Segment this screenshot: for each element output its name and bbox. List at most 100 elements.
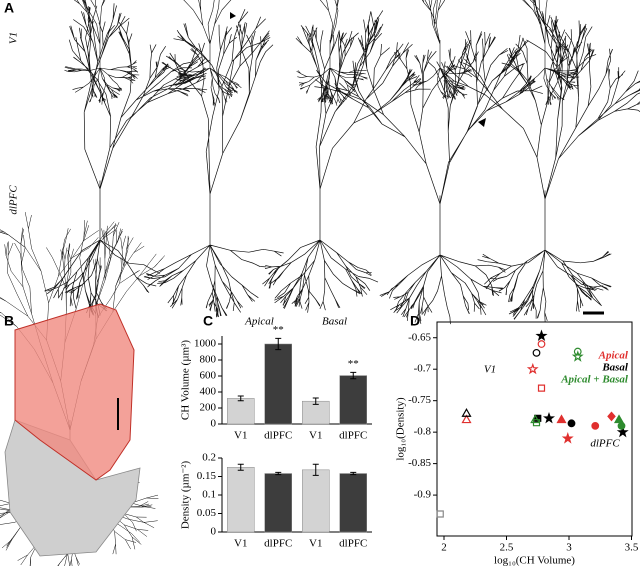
arrowhead xyxy=(478,118,486,127)
y-tick-label: -0.85 xyxy=(408,457,431,469)
point xyxy=(573,347,582,356)
x-axis-title: log₁₀(CH Volume) xyxy=(494,555,575,566)
panel-letter: B xyxy=(4,313,14,329)
legend-entry: Basal xyxy=(601,362,629,374)
point xyxy=(535,329,548,342)
error-bar xyxy=(350,471,357,476)
point xyxy=(526,362,539,375)
point xyxy=(591,421,600,430)
significance: ** xyxy=(273,324,284,336)
x-tick-label: dlPFC xyxy=(339,430,367,442)
bar xyxy=(339,375,367,425)
x-tick-label: 3 xyxy=(566,542,572,554)
y-tick-label: -0.7 xyxy=(414,363,432,375)
y-tick-label: -0.75 xyxy=(408,394,431,406)
error-bar xyxy=(312,397,319,405)
y-tick-label: 0 xyxy=(211,526,217,538)
neuron xyxy=(44,3,210,319)
panel-letter: C xyxy=(203,313,213,329)
y-axis-title: Density (µm⁻²) xyxy=(180,461,192,530)
apical-hull xyxy=(14,303,135,481)
error-bar xyxy=(237,395,244,402)
point xyxy=(556,414,567,424)
y-tick-label: 600 xyxy=(200,370,217,382)
annotation: V1 xyxy=(484,364,496,376)
point xyxy=(613,414,625,424)
neuron xyxy=(443,10,640,322)
x-tick-label: V1 xyxy=(234,430,247,442)
error-bar xyxy=(237,463,244,471)
legend-entry: Apical xyxy=(598,350,629,362)
y-tick-label: 0.2 xyxy=(202,452,216,464)
y-tick-label: 200 xyxy=(200,402,217,414)
panel-letter: D xyxy=(410,313,420,329)
y-tick-label: 0.15 xyxy=(197,470,217,482)
significance: ** xyxy=(348,358,359,370)
row-label: dlPFC xyxy=(8,185,20,215)
error-bar xyxy=(275,337,282,351)
point xyxy=(561,432,574,444)
x-tick-label: 2.5 xyxy=(500,542,514,554)
bar xyxy=(264,473,292,533)
plot-frame xyxy=(436,321,633,537)
y-tick-label: -0.9 xyxy=(414,489,432,501)
bar xyxy=(339,473,367,533)
point xyxy=(537,340,546,348)
neuron xyxy=(64,0,140,105)
x-tick-label: dlPFC xyxy=(339,538,367,550)
neuron xyxy=(262,10,431,313)
point xyxy=(436,510,444,518)
point xyxy=(617,421,626,430)
group-label: Basal xyxy=(322,316,347,328)
y-axis-title: log₁₀(Density) xyxy=(395,397,407,461)
point xyxy=(461,414,472,424)
point xyxy=(532,348,541,357)
y-tick-label: 1000 xyxy=(194,338,217,350)
error-bar xyxy=(312,463,319,476)
y-tick-label: -0.65 xyxy=(408,331,431,343)
y-tick-label: 0.1 xyxy=(202,489,216,501)
x-tick-label: V1 xyxy=(309,538,322,550)
bar xyxy=(264,343,292,425)
bar xyxy=(227,467,255,533)
point xyxy=(571,350,584,362)
point xyxy=(530,414,541,424)
x-tick-label: V1 xyxy=(234,538,247,550)
point xyxy=(607,411,616,422)
neuron xyxy=(296,0,368,106)
y-tick-label: -0.8 xyxy=(414,426,432,438)
point xyxy=(537,384,546,392)
point xyxy=(543,412,555,424)
group-label: Apical xyxy=(244,316,274,328)
y-tick-label: 0.05 xyxy=(197,507,217,519)
row-label: V1 xyxy=(8,32,20,44)
annotation: dlPFC xyxy=(590,438,620,450)
y-tick-label: 0 xyxy=(211,418,217,430)
legend-entry: Apical + Basal xyxy=(560,374,629,386)
neuron xyxy=(174,0,242,107)
x-tick-label: dlPFC xyxy=(264,538,292,550)
x-tick-label: 2 xyxy=(441,542,447,554)
y-tick-label: 400 xyxy=(200,386,217,398)
y-tick-label: 800 xyxy=(200,354,217,366)
error-bar xyxy=(350,371,357,380)
panel-letter: A xyxy=(4,0,14,16)
y-axis-title: CH Volume (µm³) xyxy=(180,340,192,420)
neuron xyxy=(519,0,580,106)
hull-panel xyxy=(4,303,141,557)
x-tick-label: V1 xyxy=(309,430,322,442)
bar xyxy=(227,398,255,425)
neuron xyxy=(412,0,473,100)
point xyxy=(532,419,541,427)
point xyxy=(567,419,576,428)
error-bar xyxy=(275,471,282,476)
x-tick-label: 3.5 xyxy=(625,542,639,554)
arrowhead xyxy=(230,12,236,19)
bar xyxy=(302,469,330,533)
point xyxy=(616,425,629,438)
neuron xyxy=(314,30,543,325)
point xyxy=(461,408,472,417)
neuron xyxy=(143,8,284,318)
